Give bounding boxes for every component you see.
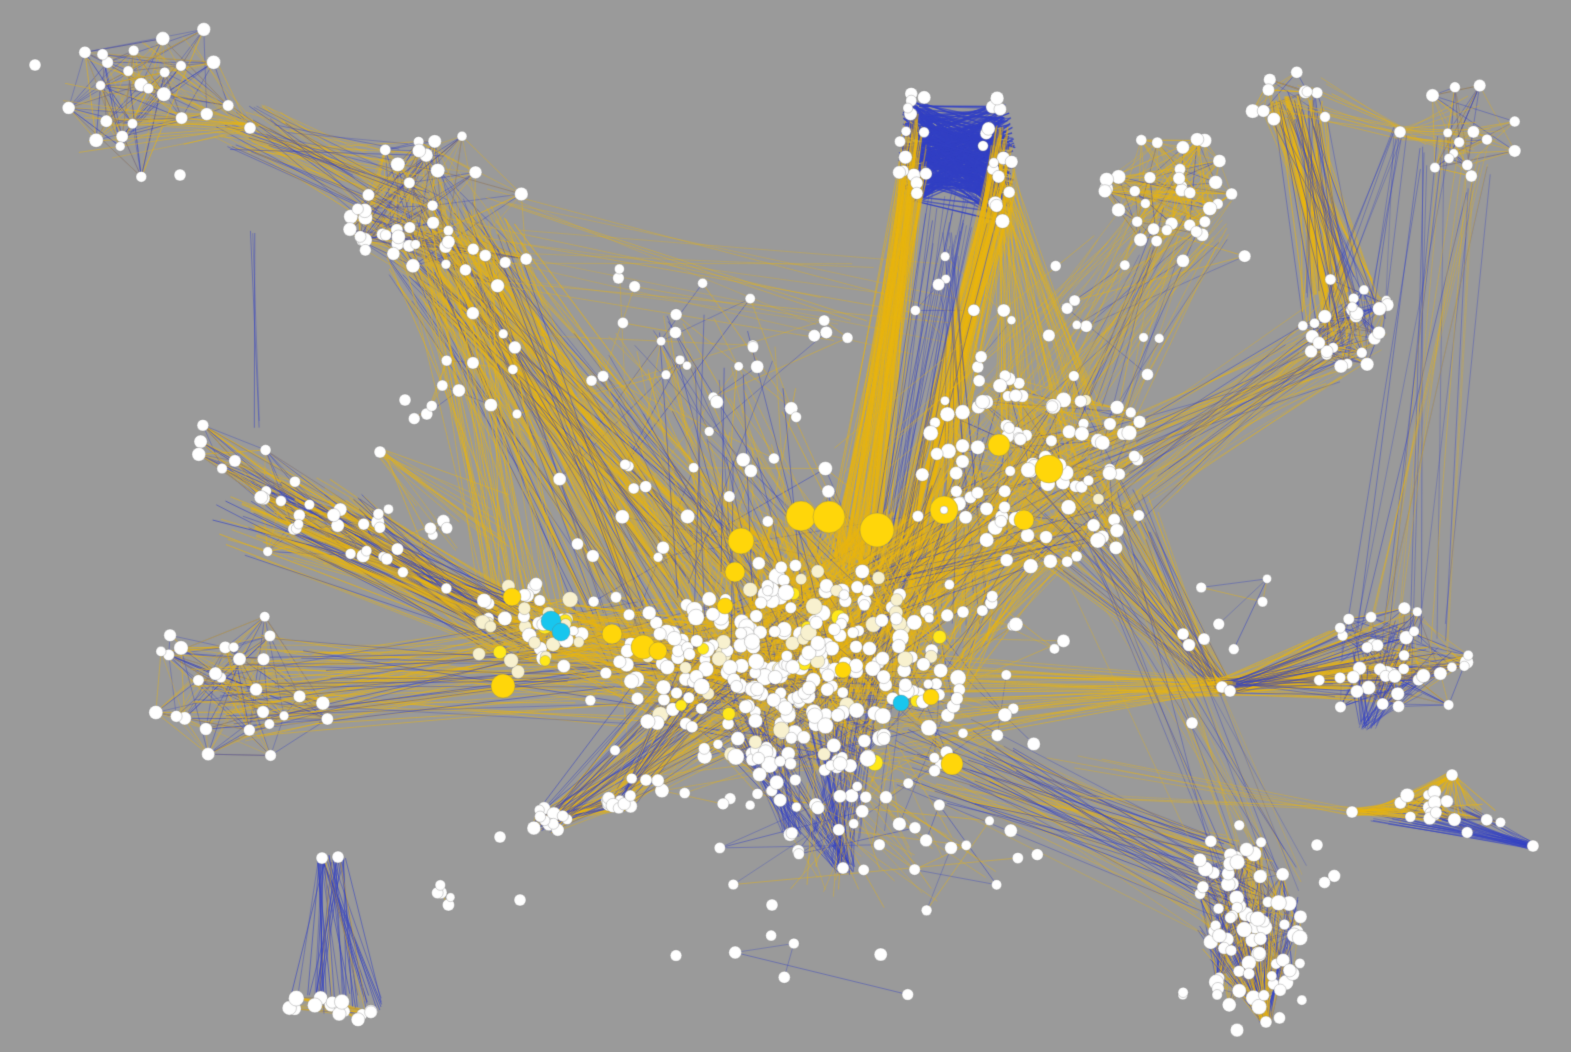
network-graph-canvas[interactable] [0,0,1571,1052]
graph-viewport[interactable] [0,0,1571,1052]
